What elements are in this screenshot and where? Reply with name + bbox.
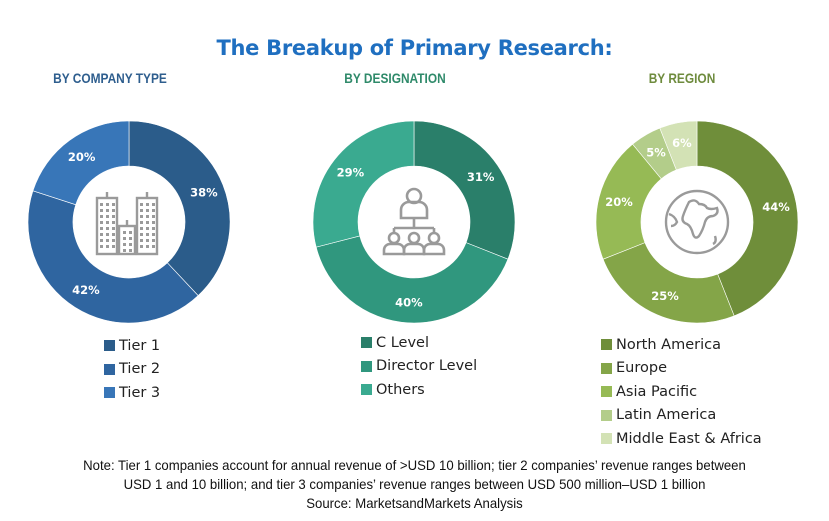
legend-swatch: [601, 339, 612, 351]
donut-segment-europe: [602, 242, 735, 324]
legend-label: Director Level: [376, 358, 478, 375]
legend-item-latin-america: Latin America: [601, 404, 762, 428]
donut-chart-company-type: 38% 42% 20%: [27, 120, 231, 324]
data-label-others: 29%: [337, 166, 365, 180]
donut-segment-north-america: [696, 120, 799, 317]
data-label-tier-2: 42%: [72, 283, 100, 297]
legend-label: Tier 3: [119, 384, 161, 401]
legend-label: Europe: [616, 360, 667, 377]
chart-title-region: BY REGION: [648, 70, 716, 86]
legend-label: Asia Pacific: [616, 383, 698, 400]
chart-title-designation: BY DESIGNATION: [344, 70, 446, 86]
legend-item-middle-east-africa: Middle East & Africa: [601, 427, 762, 451]
legend-swatch: [104, 387, 115, 399]
legend-swatch: [104, 363, 115, 375]
legend-label: North America: [616, 336, 721, 353]
org-hierarchy-icon: [382, 187, 446, 256]
legend-item-europe: Europe: [601, 357, 762, 381]
legend-item-director-level: Director Level: [361, 355, 477, 379]
donut-segment-director-level: [315, 235, 509, 324]
legend-swatch: [601, 362, 612, 374]
legend-item-tier-1: Tier 1: [104, 334, 160, 358]
data-label-north-america: 44%: [762, 200, 790, 214]
legend-swatch: [601, 433, 612, 445]
data-label-tier-1: 38%: [190, 185, 218, 199]
legend-swatch: [361, 360, 372, 372]
legend-label: Middle East & Africa: [616, 430, 762, 447]
data-label-asia-pacific: 20%: [605, 195, 633, 209]
data-label-director-level: 40%: [395, 295, 423, 309]
legend-region: North America Europe Asia Pacific Latin Ame…: [601, 333, 762, 451]
source-line: Source: MarketsandMarkets Analysis: [306, 495, 523, 511]
donut-segment-middle-east-africa: [659, 120, 698, 171]
legend-swatch: [601, 386, 612, 398]
footnote: Note: Tier 1 companies account for annua…: [25, 456, 804, 513]
note-line-2: USD 1 and 10 billion; and tier 3 compani…: [123, 476, 706, 492]
data-label-europe: 25%: [651, 289, 679, 303]
note-line-1: Note: Tier 1 companies account for annua…: [83, 457, 746, 473]
legend-item-north-america: North America: [601, 333, 762, 357]
donut-segment-tier-1: [128, 120, 231, 297]
legend-label: Latin America: [616, 407, 717, 424]
legend-label: Tier 1: [119, 337, 161, 354]
legend-company-type: Tier 1 Tier 2 Tier 3: [104, 334, 160, 405]
legend-swatch: [361, 337, 372, 349]
donut-chart-region: 44% 25% 20% 5% 6%: [595, 120, 799, 324]
chart-title-company-type: BY COMPANY TYPE: [53, 70, 167, 86]
legend-label: C Level: [376, 334, 430, 351]
donut-segment-tier-3: [32, 120, 130, 206]
legend-swatch: [601, 409, 612, 421]
page-title: The Breakup of Primary Research:: [216, 36, 613, 60]
data-label-middle-east-africa: 6%: [672, 136, 692, 150]
data-label-tier-3: 20%: [68, 150, 96, 164]
legend-label: Others: [376, 381, 425, 398]
donut-chart-designation: 31% 40% 29%: [312, 120, 516, 324]
data-label-c-level: 31%: [467, 170, 495, 184]
data-label-latin-america: 5%: [646, 146, 666, 160]
donut-segment-tier-2: [27, 190, 199, 324]
legend-swatch: [104, 340, 115, 352]
donut-segment-others: [312, 120, 415, 248]
legend-designation: C Level Director Level Others: [361, 331, 477, 402]
legend-item-c-level: C Level: [361, 331, 477, 355]
legend-item-tier-2: Tier 2: [104, 358, 160, 382]
globe-icon: [664, 189, 730, 255]
donut-segment-c-level: [413, 120, 516, 260]
buildings-icon: [95, 192, 159, 256]
legend-item-others: Others: [361, 378, 477, 402]
legend-item-asia-pacific: Asia Pacific: [601, 380, 762, 404]
legend-swatch: [361, 384, 372, 396]
legend-item-tier-3: Tier 3: [104, 381, 160, 405]
legend-label: Tier 2: [119, 361, 161, 378]
